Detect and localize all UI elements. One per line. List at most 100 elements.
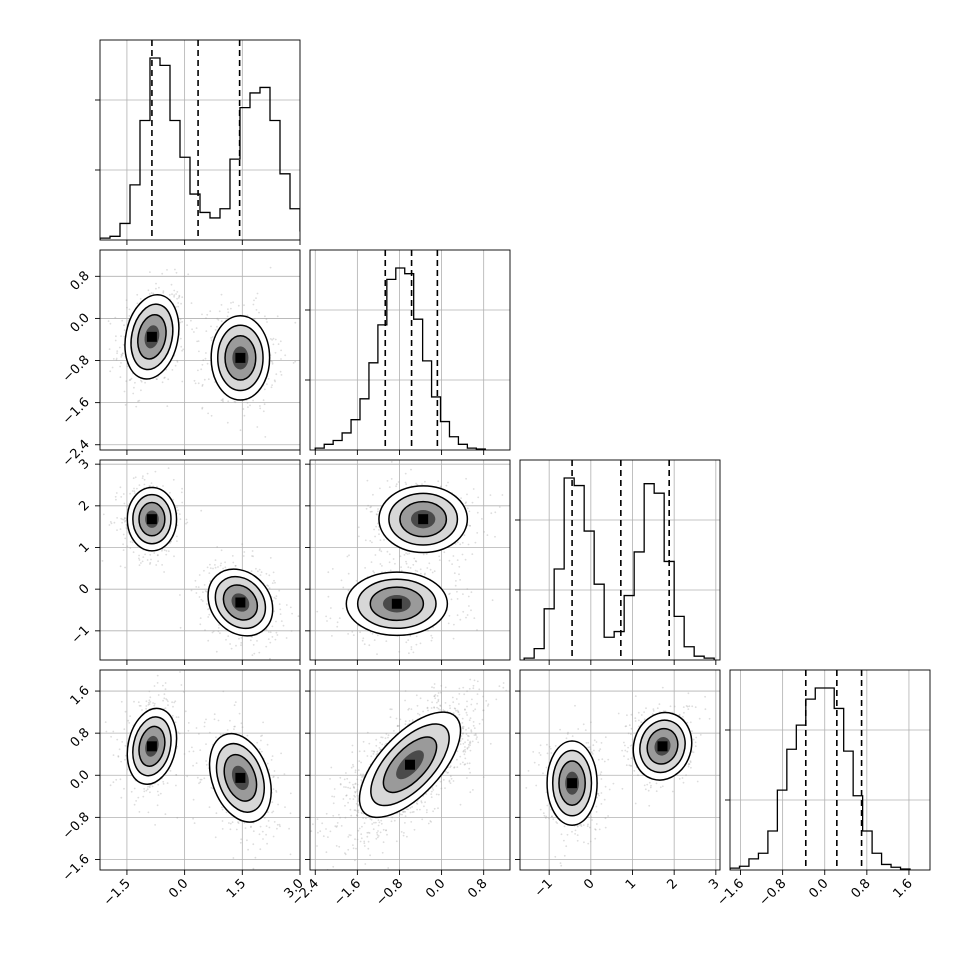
- y-tick-label: 0.8: [68, 269, 93, 294]
- scatter-point: [399, 555, 402, 558]
- scatter-point: [114, 316, 117, 319]
- scatter-point: [233, 728, 235, 730]
- scatter-point: [354, 783, 356, 785]
- scatter-point: [354, 809, 357, 812]
- scatter-point: [261, 830, 264, 833]
- scatter-point: [246, 402, 249, 404]
- scatter-point: [173, 295, 176, 298]
- scatter-point: [274, 581, 276, 584]
- scatter-point: [120, 760, 122, 763]
- scatter-point: [347, 589, 350, 592]
- scatter-point: [221, 808, 224, 811]
- scatter-point: [310, 830, 313, 833]
- scatter-point: [133, 787, 136, 790]
- scatter-point: [198, 782, 200, 785]
- scatter-point: [465, 711, 468, 714]
- contour-1-2: [369, 586, 425, 622]
- scatter-point: [242, 555, 245, 557]
- scatter-point: [432, 626, 435, 629]
- scatter-point: [144, 381, 147, 384]
- scatter-point: [121, 518, 124, 521]
- scatter-point: [136, 293, 139, 296]
- scatter-point: [201, 406, 204, 409]
- scatter-point: [155, 287, 157, 290]
- scatter-point: [181, 320, 184, 323]
- scatter-point: [360, 811, 363, 814]
- scatter-point: [256, 640, 258, 642]
- scatter-point: [185, 522, 187, 525]
- scatter-point: [469, 525, 471, 527]
- scatter-point: [453, 707, 456, 710]
- scatter-point: [118, 346, 121, 349]
- scatter-point: [264, 315, 266, 318]
- scatter-point: [239, 841, 242, 844]
- scatter-point: [235, 644, 237, 647]
- histogram-p1: [314, 267, 486, 450]
- scatter-point: [176, 540, 178, 542]
- scatter-point: [487, 705, 489, 707]
- scatter-point: [355, 579, 358, 582]
- scatter-point: [363, 643, 366, 646]
- y-tick-label: −1.6: [60, 852, 93, 885]
- scatter-point: [192, 817, 195, 820]
- scatter-point: [327, 595, 330, 598]
- scatter-point: [375, 744, 378, 747]
- scatter-point: [224, 561, 227, 564]
- scatter-point: [183, 753, 186, 755]
- scatter-point: [218, 624, 220, 626]
- scatter-point: [420, 801, 423, 804]
- scatter-point: [252, 399, 255, 402]
- scatter-point: [173, 701, 176, 704]
- scatter-point: [472, 687, 475, 690]
- scatter-point: [467, 746, 470, 748]
- scatter-point: [471, 553, 474, 555]
- scatter-point: [300, 637, 302, 639]
- scatter-point: [250, 826, 252, 829]
- y-tick-label: 0.8: [68, 725, 93, 750]
- scatter-point: [468, 767, 471, 770]
- scatter-point: [123, 520, 126, 523]
- scatter-point: [155, 378, 158, 380]
- scatter-point: [250, 570, 253, 572]
- scatter-point: [169, 770, 172, 772]
- scatter-point: [252, 843, 255, 846]
- scatter-point: [155, 282, 157, 285]
- scatter-point: [327, 571, 330, 574]
- scatter-point: [173, 289, 176, 292]
- scatter-point: [344, 853, 347, 856]
- scatter-point: [371, 541, 373, 544]
- scatter-point: [181, 487, 184, 490]
- scatter-point: [466, 690, 468, 693]
- scatter-point: [462, 593, 464, 595]
- scatter-point: [347, 836, 350, 838]
- scatter-point: [229, 828, 232, 831]
- scatter-point: [494, 511, 497, 514]
- scatter-point: [395, 483, 398, 486]
- scatter-point: [378, 821, 381, 824]
- scatter-point: [358, 750, 361, 753]
- scatter-point: [143, 788, 146, 790]
- scatter-point: [258, 568, 261, 571]
- scatter-point: [326, 620, 328, 622]
- x-tick-label: 1.5: [224, 876, 249, 901]
- density-peak-0: [146, 514, 157, 525]
- scatter-point: [246, 734, 249, 737]
- scatter-point: [156, 554, 159, 557]
- scatter-point: [452, 712, 455, 715]
- scatter-point: [126, 306, 128, 309]
- scatter-point: [113, 521, 116, 524]
- scatter-point: [339, 783, 342, 786]
- scatter-point: [197, 340, 200, 342]
- scatter-point: [460, 497, 462, 499]
- scatter-point: [275, 791, 278, 793]
- panel-frame: [519, 459, 721, 661]
- scatter-point: [167, 378, 170, 381]
- scatter-point: [464, 709, 466, 711]
- scatter-point: [128, 308, 131, 311]
- scatter-point: [462, 742, 465, 745]
- scatter-point: [289, 606, 292, 609]
- scatter-point: [329, 778, 331, 780]
- scatter-point: [269, 557, 272, 559]
- scatter-point: [394, 562, 396, 565]
- panel-3-1: −2.4 −1.6 −0.8 0.0 0.8: [289, 669, 511, 909]
